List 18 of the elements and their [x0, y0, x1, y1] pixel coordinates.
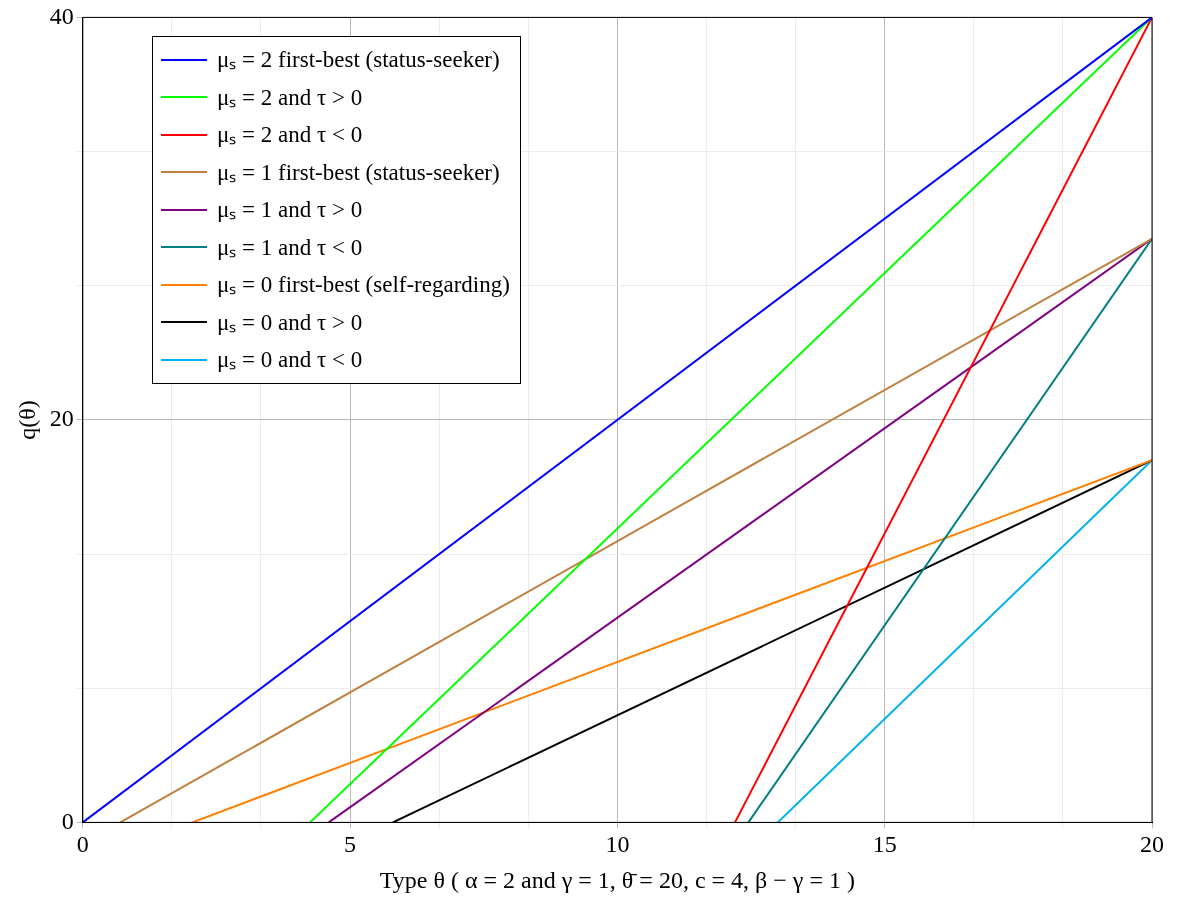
- legend-label: μₛ = 0 first-best (self-regarding): [217, 271, 510, 299]
- legend-label: μₛ = 1 and τ < 0: [217, 233, 364, 262]
- legend-label: μₛ = 2 and τ < 0: [217, 121, 364, 149]
- y-tick-label: 40: [49, 2, 74, 29]
- legend-label: μₛ = 1 first-best (status-seeker): [217, 158, 501, 187]
- legend-label: μₛ = 0 and τ > 0: [217, 308, 364, 337]
- legend-label: μₛ = 2 first-best (status-seeker): [217, 46, 501, 74]
- legend-label: μₛ = 1 and τ > 0: [217, 196, 364, 224]
- x-tick-label: 15: [872, 831, 897, 858]
- x-tick-label: 10: [605, 831, 630, 858]
- x-axis-title: Type θ ( α = 2 and γ = 1, θ̄ = 20, c = 4, β − γ = 1 ): [379, 866, 855, 893]
- x-tick-label: 20: [1140, 831, 1164, 858]
- legend-label: μₛ = 0 and τ < 0: [217, 346, 364, 374]
- x-tick-label: 5: [344, 831, 357, 858]
- y-tick-label: 20: [49, 405, 74, 432]
- legend-label: μₛ = 2 and τ > 0: [217, 83, 364, 112]
- y-tick-label: 0: [61, 807, 74, 834]
- y-axis-title: q(θ): [13, 400, 40, 440]
